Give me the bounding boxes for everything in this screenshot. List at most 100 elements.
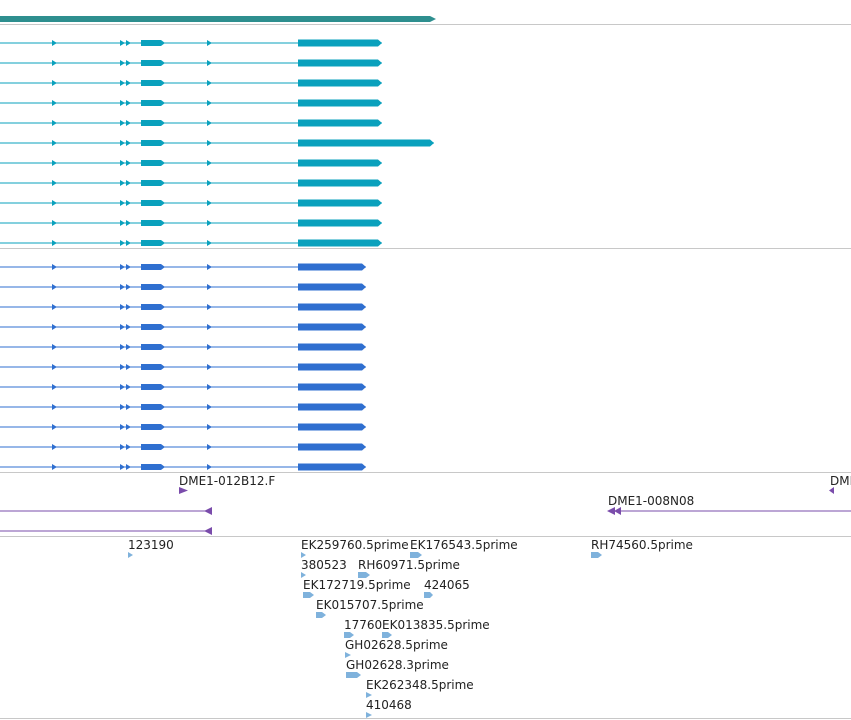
- exon-marker: [207, 324, 212, 330]
- exon-block: [141, 284, 165, 290]
- exon-block: [298, 283, 366, 291]
- exon-block: [298, 403, 366, 411]
- exon-marker: [52, 100, 57, 106]
- exon-marker: [52, 384, 57, 390]
- exon-marker: [120, 160, 125, 166]
- transcript-row[interactable]: [0, 463, 366, 471]
- transcript-row[interactable]: [0, 179, 382, 187]
- exon-marker: [120, 220, 125, 226]
- est-feature[interactable]: [424, 592, 433, 598]
- est-label: EK013835.5prime: [382, 618, 490, 632]
- est-feature[interactable]: [303, 592, 314, 598]
- est-label: EK172719.5prime: [303, 578, 411, 592]
- transcript-row[interactable]: [0, 283, 366, 291]
- exon-marker: [207, 120, 212, 126]
- exon-marker: [126, 364, 131, 370]
- exon-marker: [126, 324, 131, 330]
- exon-marker: [52, 240, 57, 246]
- est-feature[interactable]: [591, 552, 602, 558]
- exon-block: [298, 159, 382, 167]
- top-feature-track: [0, 16, 436, 22]
- exon-marker: [120, 100, 125, 106]
- est-feature[interactable]: [358, 572, 370, 578]
- transcript-row[interactable]: [0, 323, 366, 331]
- transcript-row[interactable]: [0, 383, 366, 391]
- exon-marker: [126, 40, 131, 46]
- exon-marker: [126, 240, 131, 246]
- exon-marker: [207, 284, 212, 290]
- exon-block: [298, 323, 366, 331]
- exon-block: [141, 464, 165, 470]
- est-feature[interactable]: [346, 672, 361, 678]
- transcript-row[interactable]: [0, 39, 382, 47]
- exon-marker: [120, 404, 125, 410]
- transcript-row[interactable]: [0, 403, 366, 411]
- exon-marker: [52, 120, 57, 126]
- exon-marker: [126, 80, 131, 86]
- transcript-row[interactable]: [0, 139, 434, 147]
- est-feature[interactable]: [128, 552, 133, 558]
- est-feature[interactable]: [344, 632, 354, 638]
- transcript-row[interactable]: [0, 199, 382, 207]
- est-track: 123190 EK259760.5prime EK176543.5prime R…: [128, 538, 693, 718]
- transcript-row[interactable]: [0, 159, 382, 167]
- transcript-row[interactable]: [0, 79, 382, 87]
- transcript-row[interactable]: [0, 239, 382, 247]
- exon-marker: [207, 364, 212, 370]
- transcript-row[interactable]: [0, 99, 382, 107]
- exon-block: [141, 120, 165, 126]
- exon-block: [141, 264, 165, 270]
- exon-marker: [120, 40, 125, 46]
- transcript-row[interactable]: [0, 363, 366, 371]
- exon-marker: [52, 80, 57, 86]
- transcript-row[interactable]: [0, 263, 366, 271]
- exon-block: [141, 304, 165, 310]
- clone-feature-arrow[interactable]: [179, 487, 188, 494]
- exon-block: [141, 220, 165, 226]
- exon-marker: [126, 200, 131, 206]
- exon-marker: [52, 324, 57, 330]
- exon-marker: [52, 464, 57, 470]
- est-feature[interactable]: [345, 652, 351, 658]
- transcript-track-a: [0, 39, 434, 247]
- exon-block: [298, 423, 366, 431]
- est-label: GH02628.3prime: [346, 658, 449, 672]
- est-feature[interactable]: [410, 552, 422, 558]
- top-feature[interactable]: [0, 16, 430, 22]
- exon-marker: [207, 464, 212, 470]
- est-feature[interactable]: [382, 632, 392, 638]
- exon-marker: [207, 180, 212, 186]
- exon-block: [298, 139, 434, 147]
- transcript-row[interactable]: [0, 443, 366, 451]
- est-label: EK262348.5prime: [366, 678, 474, 692]
- transcript-row[interactable]: [0, 423, 366, 431]
- exon-marker: [126, 160, 131, 166]
- exon-marker: [120, 384, 125, 390]
- exon-block: [141, 60, 165, 66]
- transcript-row[interactable]: [0, 303, 366, 311]
- exon-marker: [52, 304, 57, 310]
- exon-block: [141, 324, 165, 330]
- est-feature[interactable]: [316, 612, 326, 618]
- exon-block: [141, 40, 165, 46]
- exon-block: [298, 119, 382, 127]
- transcript-row[interactable]: [0, 219, 382, 227]
- transcript-row[interactable]: [0, 119, 382, 127]
- exon-marker: [126, 180, 131, 186]
- clone-label: DME1-008N08: [608, 494, 694, 508]
- exon-marker: [207, 424, 212, 430]
- transcript-row[interactable]: [0, 59, 382, 67]
- exon-marker: [120, 60, 125, 66]
- exon-marker: [120, 324, 125, 330]
- est-feature[interactable]: [301, 572, 306, 578]
- est-label: 410468: [366, 698, 412, 712]
- exon-marker: [126, 304, 131, 310]
- est-feature[interactable]: [366, 712, 372, 718]
- transcript-row[interactable]: [0, 343, 366, 351]
- est-feature[interactable]: [301, 552, 306, 558]
- est-feature[interactable]: [366, 692, 372, 698]
- exon-block: [141, 344, 165, 350]
- clone-label: DME1-012B12.F: [179, 474, 275, 488]
- clone-feature-arrow[interactable]: [829, 487, 834, 494]
- exon-marker: [207, 384, 212, 390]
